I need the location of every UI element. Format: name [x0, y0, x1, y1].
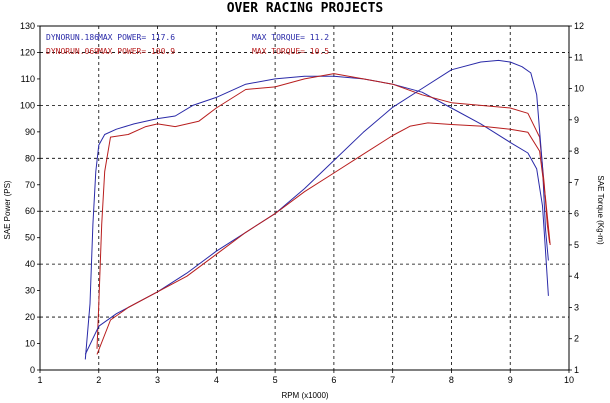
chart-title: OVER RACING PROJECTS — [227, 1, 384, 16]
x-tick-label: 9 — [508, 375, 513, 385]
y-right-tick-label: 6 — [574, 209, 579, 219]
series-line-2 — [96, 73, 551, 349]
y-left-tick-label: 0 — [30, 365, 35, 375]
y-right-tick-label: 2 — [574, 334, 579, 344]
y-left-tick-label: 60 — [25, 206, 35, 216]
y-left-tick-label: 80 — [25, 153, 35, 163]
y-left-tick-label: 110 — [21, 74, 35, 84]
y-right-tick-label: 1 — [574, 365, 579, 375]
x-tick-label: 6 — [331, 375, 336, 385]
y-right-tick-label: 10 — [574, 84, 584, 94]
x-tick-label: 5 — [273, 375, 278, 385]
y-right-tick-label: 8 — [574, 146, 579, 156]
y-left-tick-label: 40 — [25, 259, 35, 269]
grid — [40, 26, 569, 370]
x-axis-label: RPM (x1000) — [281, 391, 328, 400]
x-tick-labels: 1 2 3 4 5 6 7 8 9 10 — [37, 370, 574, 385]
series-line-4 — [96, 122, 551, 355]
series-line-3 — [84, 59, 549, 355]
series-lines — [84, 59, 551, 360]
series-line-1 — [84, 75, 549, 360]
y-left-tick-label: 100 — [20, 100, 35, 110]
legend-torque-1: MAX TORQUE= 11.2 — [252, 33, 329, 42]
y-left-tick-label: 120 — [20, 47, 35, 57]
x-tick-label: 2 — [96, 375, 101, 385]
y-left-tick-labels: 0 10 20 30 40 50 60 70 80 90 100 110 120 130 — [20, 21, 40, 375]
x-tick-label: 8 — [449, 375, 454, 385]
y-right-axis-label: SAE Torque (Kg-m) — [596, 175, 605, 245]
x-tick-label: 3 — [155, 375, 160, 385]
y-left-tick-label: 10 — [25, 339, 35, 349]
y-right-tick-label: 4 — [574, 271, 579, 281]
y-left-tick-label: 70 — [25, 180, 35, 190]
y-right-tick-label: 11 — [574, 52, 583, 62]
y-left-tick-label: 50 — [25, 233, 35, 243]
plot-frame — [39, 25, 570, 371]
legend-run-1: DYNORUN.186 — [46, 33, 99, 42]
legend-power-2: MAX POWER= 100.9 — [98, 47, 175, 56]
y-right-tick-label: 12 — [574, 21, 584, 31]
legend: DYNORUN.186 MAX POWER= 117.6 MAX TORQUE=… — [46, 33, 329, 56]
y-right-tick-label: 3 — [574, 302, 579, 312]
y-left-tick-label: 20 — [25, 312, 35, 322]
x-tick-label: 7 — [390, 375, 395, 385]
x-tick-label: 1 — [37, 375, 42, 385]
legend-torque-2: MAX TORQUE= 10.5 — [252, 47, 329, 56]
x-tick-label: 4 — [214, 375, 219, 385]
x-tick-label: 10 — [564, 375, 574, 385]
y-right-tick-label: 9 — [574, 115, 579, 125]
y-left-tick-label: 130 — [20, 21, 35, 31]
y-right-tick-label: 5 — [574, 240, 579, 250]
y-right-tick-label: 7 — [574, 177, 579, 187]
y-left-tick-label: 30 — [25, 286, 35, 296]
legend-power-1: MAX POWER= 117.6 — [98, 33, 175, 42]
y-left-tick-label: 90 — [25, 127, 35, 137]
legend-run-2: DYNORUN.069 — [46, 47, 99, 56]
y-left-axis-label: SAE Power (PS) — [3, 180, 12, 239]
